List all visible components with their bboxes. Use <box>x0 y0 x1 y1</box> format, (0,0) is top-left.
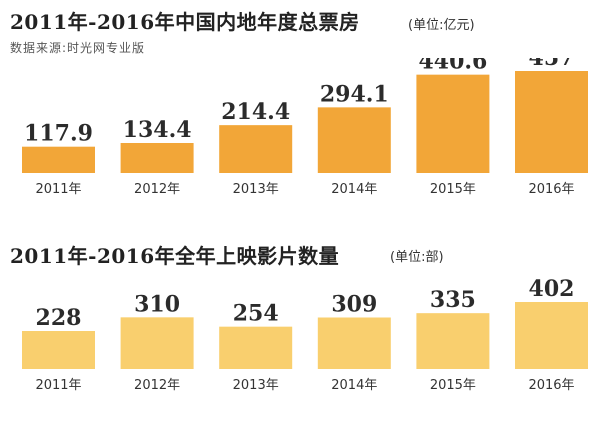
value-label: 228 <box>36 305 82 331</box>
value-label: 294.1 <box>320 81 389 107</box>
bar-3 <box>219 326 293 369</box>
film-count-chart: 228 2011年 310 2012年 254 2013年 309 2014年 335 2015年… <box>22 276 588 393</box>
category-label: 2011年 <box>35 182 81 197</box>
bar-1 <box>22 146 95 173</box>
value-label: 310 <box>134 291 180 317</box>
value-label: 440.6 <box>418 58 487 75</box>
value-label: 402 <box>529 276 575 302</box>
bar-5 <box>416 74 490 173</box>
value-label: 117.9 <box>24 121 93 147</box>
bar-4 <box>317 317 391 369</box>
bar-2 <box>120 143 194 173</box>
chart2-title: 2011年-2016年全年上映影片数量 <box>10 244 340 268</box>
category-label: 2014年 <box>331 182 377 197</box>
value-label: 134.4 <box>123 117 192 143</box>
category-label: 2015年 <box>430 378 476 393</box>
value-label: 309 <box>331 292 377 318</box>
category-label: 2014年 <box>331 378 377 393</box>
chart2-unit: (单位:部) <box>390 250 444 265</box>
category-label: 2013年 <box>233 182 279 197</box>
bar-6 <box>515 302 588 369</box>
bar-5 <box>416 313 490 369</box>
value-label: 214.4 <box>221 99 290 125</box>
chart1-source: 数据来源:时光网专业版 <box>10 41 146 55</box>
category-label: 2013年 <box>233 378 279 393</box>
category-label: 2011年 <box>35 378 81 393</box>
value-label: 457 <box>529 58 575 71</box>
category-label: 2016年 <box>528 378 574 393</box>
category-label: 2016年 <box>528 182 574 197</box>
bar-1 <box>22 331 95 369</box>
box-office-chart: 117.9 2011年 134.4 2012年 214.4 2013年 294.1 2014年… <box>22 58 588 197</box>
bar-4 <box>317 107 391 173</box>
category-label: 2012年 <box>134 182 180 197</box>
bar-3 <box>219 125 293 173</box>
category-label: 2012年 <box>134 378 180 393</box>
bar-6 <box>515 71 588 173</box>
chart1-title: 2011年-2016年中国内地年度总票房 <box>10 10 360 34</box>
chart1-unit: (单位:亿元) <box>408 18 475 33</box>
value-label: 254 <box>233 301 279 327</box>
bar-2 <box>120 317 194 369</box>
value-label: 335 <box>430 287 476 313</box>
category-label: 2015年 <box>430 182 476 197</box>
